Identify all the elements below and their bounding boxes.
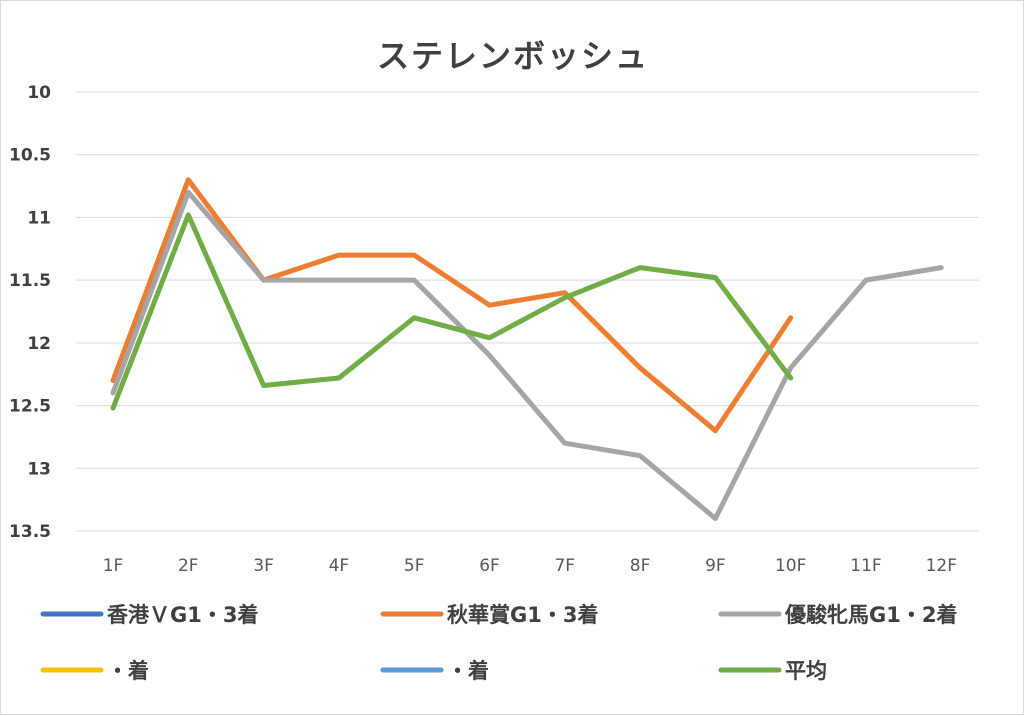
- y-axis-tick-labels: 10 10.5 11 11.5 12 12.5 13 13.5: [9, 83, 51, 542]
- y-tick-label: 10.5: [9, 146, 51, 166]
- x-tick-label: 9F: [705, 556, 726, 576]
- legend: 香港ＶG1・3着 秋華賞G1・3着 優駿牝馬G1・2着・着 ・着 平均: [40, 603, 957, 683]
- x-tick-label: 7F: [554, 556, 575, 576]
- legend-label: 優駿牝馬G1・2着: [784, 603, 957, 627]
- legend-item: 秋華賞G1・3着: [380, 603, 598, 627]
- y-tick-label: 12.5: [9, 397, 51, 417]
- series-line-5: [110, 212, 794, 411]
- y-tick-label: 13.5: [9, 522, 51, 542]
- legend-label: 香港ＶG1・3着: [107, 603, 258, 627]
- legend-item: ・着: [380, 659, 489, 683]
- legend-item: ・着: [40, 659, 149, 683]
- chart-title: ステレンボッシュ: [377, 37, 649, 75]
- x-tick-label: 3F: [253, 556, 274, 576]
- legend-label: 平均: [785, 659, 827, 683]
- y-tick-label: 11.5: [9, 271, 51, 291]
- legend-label: 秋華賞G1・3着: [447, 603, 598, 627]
- x-axis-tick-labels: 1F 2F 3F 4F 5F 6F 7F 8F 9F 10F 11F 12F: [103, 556, 957, 576]
- x-tick-label: 6F: [479, 556, 500, 576]
- x-tick-label: 1F: [103, 556, 124, 576]
- legend-label: ・着: [107, 659, 149, 683]
- y-tick-label: 10: [27, 83, 51, 103]
- x-tick-label: 12F: [926, 556, 957, 576]
- y-tick-label: 13: [27, 459, 51, 479]
- x-tick-label: 5F: [404, 556, 425, 576]
- y-tick-label: 12: [27, 334, 51, 354]
- legend-label: ・着: [447, 659, 489, 683]
- x-tick-label: 11F: [850, 556, 881, 576]
- legend-item: 香港ＶG1・3着: [40, 603, 258, 627]
- series-lines: [110, 177, 944, 521]
- x-tick-label: 4F: [329, 556, 350, 576]
- legend-item: 優駿牝馬G1・2着: [718, 603, 957, 627]
- legend-item: 平均: [718, 659, 827, 683]
- series-line-2: [110, 189, 944, 521]
- x-tick-label: 8F: [630, 556, 651, 576]
- x-tick-label: 2F: [178, 556, 199, 576]
- gridlines: [76, 91, 979, 532]
- series-line-1: [110, 177, 794, 434]
- y-tick-label: 11: [27, 208, 51, 228]
- x-tick-label: 10F: [775, 556, 806, 576]
